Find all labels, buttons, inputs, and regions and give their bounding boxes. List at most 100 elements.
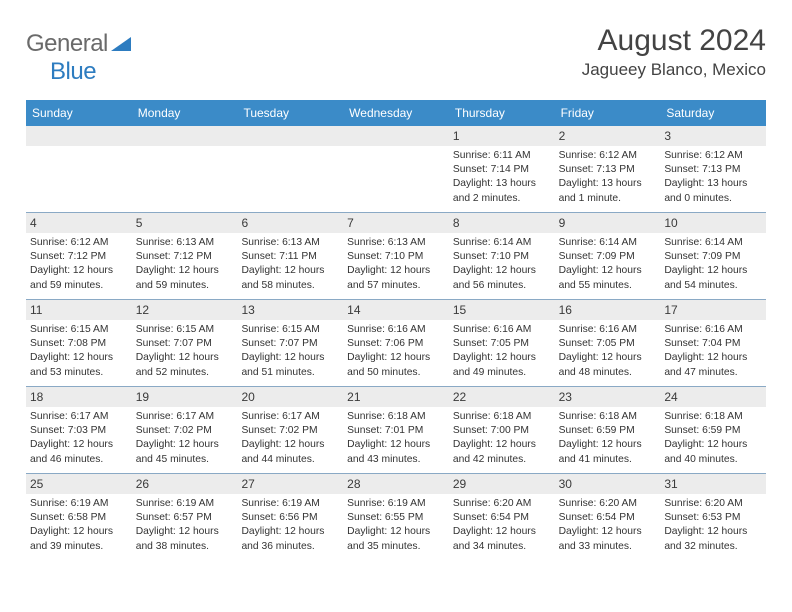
day-info: Sunrise: 6:19 AMSunset: 6:55 PMDaylight:… <box>343 494 449 558</box>
day-cell: 15Sunrise: 6:16 AMSunset: 7:05 PMDayligh… <box>449 300 555 386</box>
day-cell: 19Sunrise: 6:17 AMSunset: 7:02 PMDayligh… <box>132 387 238 473</box>
day-number: 25 <box>26 474 132 494</box>
day-cell: 25Sunrise: 6:19 AMSunset: 6:58 PMDayligh… <box>26 474 132 560</box>
day-info: Sunrise: 6:13 AMSunset: 7:10 PMDaylight:… <box>343 233 449 297</box>
day-number: 19 <box>132 387 238 407</box>
day-number: 13 <box>237 300 343 320</box>
day-info: Sunrise: 6:20 AMSunset: 6:54 PMDaylight:… <box>555 494 661 558</box>
day-number-empty <box>343 126 449 146</box>
day-number: 8 <box>449 213 555 233</box>
day-cell <box>343 126 449 212</box>
day-info: Sunrise: 6:16 AMSunset: 7:06 PMDaylight:… <box>343 320 449 384</box>
day-cell <box>237 126 343 212</box>
day-info: Sunrise: 6:14 AMSunset: 7:09 PMDaylight:… <box>660 233 766 297</box>
month-title: August 2024 <box>582 24 766 58</box>
day-cell: 16Sunrise: 6:16 AMSunset: 7:05 PMDayligh… <box>555 300 661 386</box>
week-row: 18Sunrise: 6:17 AMSunset: 7:03 PMDayligh… <box>26 386 766 473</box>
day-cell: 17Sunrise: 6:16 AMSunset: 7:04 PMDayligh… <box>660 300 766 386</box>
day-number: 14 <box>343 300 449 320</box>
day-info: Sunrise: 6:17 AMSunset: 7:02 PMDaylight:… <box>237 407 343 471</box>
day-cell: 2Sunrise: 6:12 AMSunset: 7:13 PMDaylight… <box>555 126 661 212</box>
day-number: 16 <box>555 300 661 320</box>
location: Jagueey Blanco, Mexico <box>582 60 766 80</box>
day-number: 18 <box>26 387 132 407</box>
day-number: 4 <box>26 213 132 233</box>
day-cell: 21Sunrise: 6:18 AMSunset: 7:01 PMDayligh… <box>343 387 449 473</box>
day-cell: 9Sunrise: 6:14 AMSunset: 7:09 PMDaylight… <box>555 213 661 299</box>
day-cell: 22Sunrise: 6:18 AMSunset: 7:00 PMDayligh… <box>449 387 555 473</box>
day-cell: 26Sunrise: 6:19 AMSunset: 6:57 PMDayligh… <box>132 474 238 560</box>
week-row: 4Sunrise: 6:12 AMSunset: 7:12 PMDaylight… <box>26 212 766 299</box>
day-number: 30 <box>555 474 661 494</box>
day-info: Sunrise: 6:16 AMSunset: 7:05 PMDaylight:… <box>449 320 555 384</box>
day-number: 24 <box>660 387 766 407</box>
day-cell: 12Sunrise: 6:15 AMSunset: 7:07 PMDayligh… <box>132 300 238 386</box>
day-number: 22 <box>449 387 555 407</box>
day-cell <box>132 126 238 212</box>
day-info: Sunrise: 6:12 AMSunset: 7:13 PMDaylight:… <box>555 146 661 210</box>
calendar-page: General Blue August 2024 Jagueey Blanco,… <box>0 0 792 560</box>
weekday-header: Monday <box>132 100 238 126</box>
day-cell: 6Sunrise: 6:13 AMSunset: 7:11 PMDaylight… <box>237 213 343 299</box>
day-number: 28 <box>343 474 449 494</box>
day-info: Sunrise: 6:11 AMSunset: 7:14 PMDaylight:… <box>449 146 555 210</box>
day-info: Sunrise: 6:20 AMSunset: 6:53 PMDaylight:… <box>660 494 766 558</box>
day-cell: 5Sunrise: 6:13 AMSunset: 7:12 PMDaylight… <box>132 213 238 299</box>
day-number: 26 <box>132 474 238 494</box>
day-cell: 3Sunrise: 6:12 AMSunset: 7:13 PMDaylight… <box>660 126 766 212</box>
day-number: 9 <box>555 213 661 233</box>
brand-part2: Blue <box>50 58 96 85</box>
week-row: 25Sunrise: 6:19 AMSunset: 6:58 PMDayligh… <box>26 473 766 560</box>
day-cell: 20Sunrise: 6:17 AMSunset: 7:02 PMDayligh… <box>237 387 343 473</box>
triangle-icon <box>111 30 131 57</box>
day-info: Sunrise: 6:20 AMSunset: 6:54 PMDaylight:… <box>449 494 555 558</box>
day-number-empty <box>26 126 132 146</box>
day-info: Sunrise: 6:16 AMSunset: 7:05 PMDaylight:… <box>555 320 661 384</box>
weekday-header: Friday <box>555 100 661 126</box>
day-cell <box>26 126 132 212</box>
day-number: 15 <box>449 300 555 320</box>
day-info: Sunrise: 6:19 AMSunset: 6:56 PMDaylight:… <box>237 494 343 558</box>
day-cell: 27Sunrise: 6:19 AMSunset: 6:56 PMDayligh… <box>237 474 343 560</box>
day-info: Sunrise: 6:15 AMSunset: 7:07 PMDaylight:… <box>132 320 238 384</box>
weekday-header-row: SundayMondayTuesdayWednesdayThursdayFrid… <box>26 100 766 126</box>
day-cell: 23Sunrise: 6:18 AMSunset: 6:59 PMDayligh… <box>555 387 661 473</box>
day-number: 11 <box>26 300 132 320</box>
day-info: Sunrise: 6:17 AMSunset: 7:03 PMDaylight:… <box>26 407 132 471</box>
day-info: Sunrise: 6:13 AMSunset: 7:11 PMDaylight:… <box>237 233 343 297</box>
day-number: 29 <box>449 474 555 494</box>
title-block: August 2024 Jagueey Blanco, Mexico <box>582 24 766 80</box>
weekday-header: Saturday <box>660 100 766 126</box>
weekday-header: Sunday <box>26 100 132 126</box>
day-number: 5 <box>132 213 238 233</box>
week-row: 1Sunrise: 6:11 AMSunset: 7:14 PMDaylight… <box>26 126 766 212</box>
day-info: Sunrise: 6:13 AMSunset: 7:12 PMDaylight:… <box>132 233 238 297</box>
day-number-empty <box>237 126 343 146</box>
day-cell: 7Sunrise: 6:13 AMSunset: 7:10 PMDaylight… <box>343 213 449 299</box>
brand-part1: General <box>26 30 108 57</box>
day-cell: 24Sunrise: 6:18 AMSunset: 6:59 PMDayligh… <box>660 387 766 473</box>
day-info: Sunrise: 6:12 AMSunset: 7:13 PMDaylight:… <box>660 146 766 210</box>
day-number: 12 <box>132 300 238 320</box>
calendar-grid: SundayMondayTuesdayWednesdayThursdayFrid… <box>26 100 766 560</box>
weekday-header: Thursday <box>449 100 555 126</box>
day-info: Sunrise: 6:19 AMSunset: 6:57 PMDaylight:… <box>132 494 238 558</box>
brand-text: General Blue <box>26 30 131 86</box>
day-cell: 29Sunrise: 6:20 AMSunset: 6:54 PMDayligh… <box>449 474 555 560</box>
day-number: 23 <box>555 387 661 407</box>
day-number: 20 <box>237 387 343 407</box>
weeks-container: 1Sunrise: 6:11 AMSunset: 7:14 PMDaylight… <box>26 126 766 560</box>
page-header: General Blue August 2024 Jagueey Blanco,… <box>26 24 766 86</box>
day-cell: 13Sunrise: 6:15 AMSunset: 7:07 PMDayligh… <box>237 300 343 386</box>
weekday-header: Wednesday <box>343 100 449 126</box>
day-info: Sunrise: 6:12 AMSunset: 7:12 PMDaylight:… <box>26 233 132 297</box>
day-cell: 4Sunrise: 6:12 AMSunset: 7:12 PMDaylight… <box>26 213 132 299</box>
day-info: Sunrise: 6:18 AMSunset: 6:59 PMDaylight:… <box>660 407 766 471</box>
day-info: Sunrise: 6:18 AMSunset: 6:59 PMDaylight:… <box>555 407 661 471</box>
day-cell: 8Sunrise: 6:14 AMSunset: 7:10 PMDaylight… <box>449 213 555 299</box>
day-cell: 18Sunrise: 6:17 AMSunset: 7:03 PMDayligh… <box>26 387 132 473</box>
day-info: Sunrise: 6:14 AMSunset: 7:10 PMDaylight:… <box>449 233 555 297</box>
week-row: 11Sunrise: 6:15 AMSunset: 7:08 PMDayligh… <box>26 299 766 386</box>
day-number: 10 <box>660 213 766 233</box>
day-cell: 10Sunrise: 6:14 AMSunset: 7:09 PMDayligh… <box>660 213 766 299</box>
